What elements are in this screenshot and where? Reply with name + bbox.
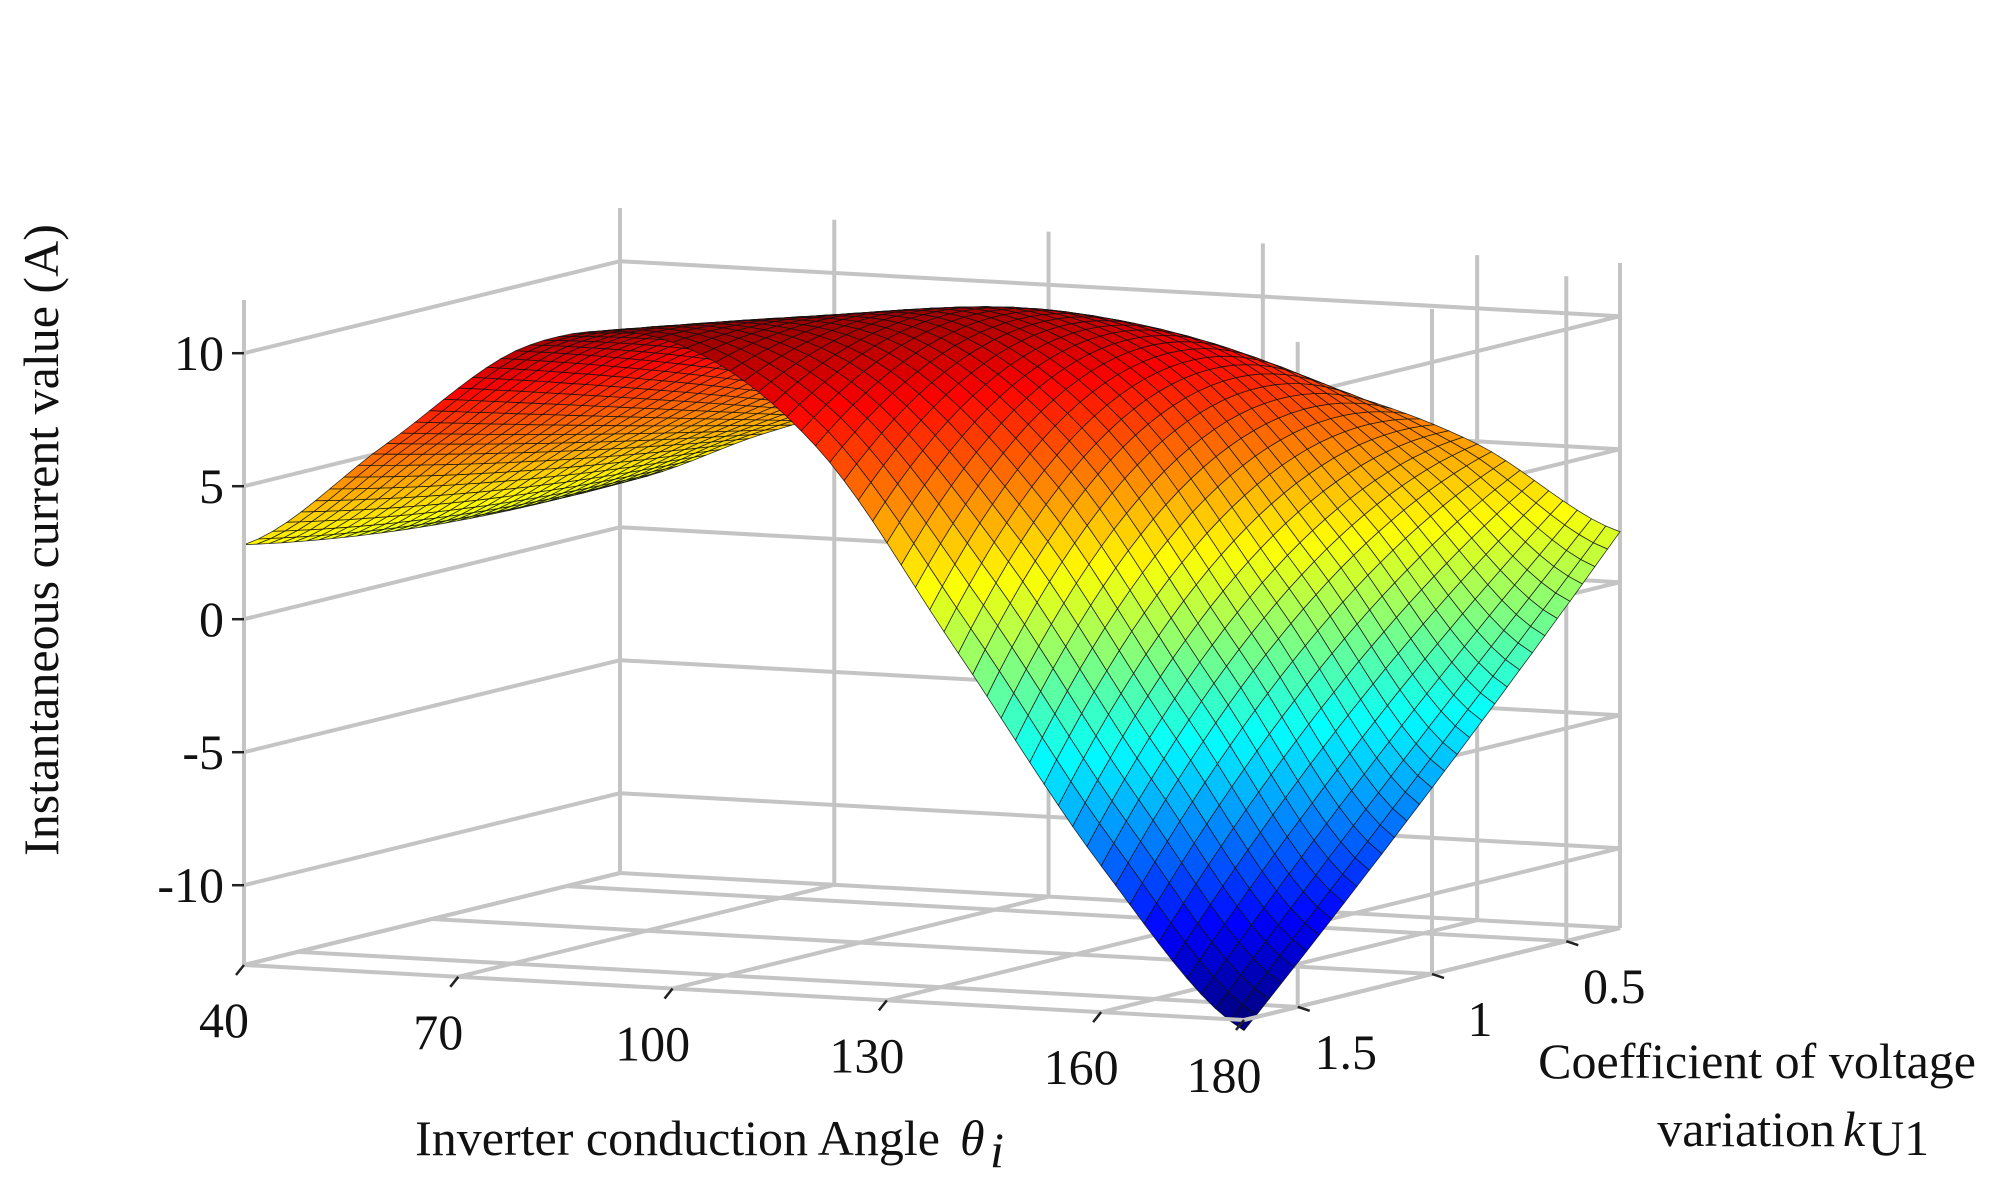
theta-tick-label: 160 bbox=[1044, 1039, 1119, 1095]
theta-axis-line bbox=[243, 963, 1245, 1022]
theta-tick bbox=[1235, 1019, 1245, 1031]
y-axis-label-line2: variation bbox=[1657, 1101, 1835, 1157]
x-axis-symbol: θ bbox=[960, 1110, 985, 1166]
surface-patch bbox=[243, 538, 271, 546]
z-axis-label: Instantaneous current value (A) bbox=[13, 224, 69, 856]
grid-z-left-wall bbox=[243, 525, 621, 622]
theta-tick-label: 70 bbox=[413, 1004, 463, 1060]
theta-tick bbox=[235, 964, 245, 976]
k-tick-label: 1.5 bbox=[1314, 1024, 1377, 1080]
theta-tick bbox=[877, 999, 888, 1012]
surface-plot bbox=[243, 306, 1621, 1032]
grid-z-back-wall bbox=[619, 259, 1621, 319]
tick-labels: 10 5 0 -5 -10 40 70 100 130 160 180 0.5 1 1.5 bbox=[157, 325, 1645, 1103]
y-axis-label-line1: Coefficient of voltage bbox=[1538, 1033, 1976, 1089]
x-axis-label-group: Inverter conduction Angle θ i bbox=[415, 1110, 1004, 1178]
grid-z-left-wall bbox=[243, 791, 621, 888]
k-tick-label: 0.5 bbox=[1583, 958, 1646, 1014]
grid-z-left-wall bbox=[243, 259, 621, 356]
z-tick-label: -10 bbox=[157, 857, 224, 913]
theta-tick bbox=[663, 987, 674, 1000]
theta-tick-label: 100 bbox=[615, 1016, 690, 1072]
x-axis-symbol-sub: i bbox=[990, 1122, 1004, 1178]
grid-k-floor bbox=[566, 884, 1567, 944]
z-tick-label: -5 bbox=[182, 724, 224, 780]
floor-edge-back bbox=[619, 871, 1621, 930]
theta-tick-label: 40 bbox=[199, 992, 249, 1048]
y-axis-label-group: Coefficient of voltage variation k U1 bbox=[1538, 1033, 1976, 1166]
z-tick-label: 0 bbox=[199, 591, 224, 647]
grid-k-floor bbox=[297, 949, 1298, 1009]
y-axis-symbol-sub: U1 bbox=[1868, 1110, 1929, 1166]
theta-tick bbox=[449, 976, 460, 988]
k-tick bbox=[1565, 939, 1579, 947]
k-tick bbox=[1431, 972, 1445, 980]
x-axis-label: Inverter conduction Angle bbox=[415, 1110, 940, 1166]
y-axis-symbol: k bbox=[1843, 1101, 1866, 1157]
theta-tick bbox=[1092, 1011, 1103, 1023]
tick-marks bbox=[232, 351, 1579, 1031]
z-tick-label: 5 bbox=[199, 458, 224, 514]
k-tick-label: 1 bbox=[1468, 991, 1493, 1047]
k-tick bbox=[1297, 1005, 1311, 1013]
grid-z-left-wall bbox=[243, 658, 621, 755]
theta-tick-label: 180 bbox=[1187, 1047, 1262, 1103]
z-tick-label: 10 bbox=[174, 325, 224, 381]
theta-tick-label: 130 bbox=[829, 1027, 904, 1083]
